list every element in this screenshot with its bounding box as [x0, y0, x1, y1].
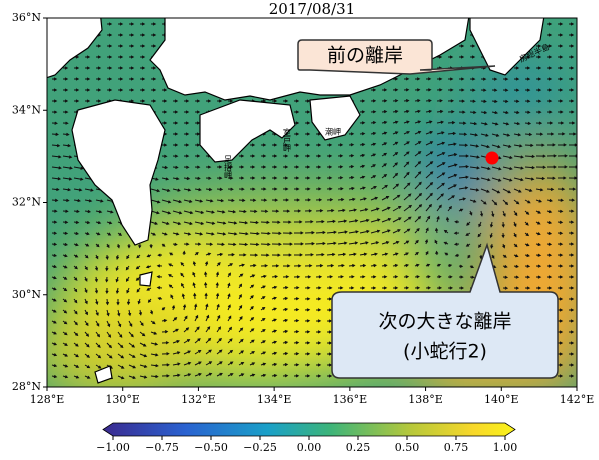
colorbar-tick-label: −1.00 [96, 441, 130, 454]
place-label: 足摺岬 [224, 155, 233, 180]
colorbar-tick-label: 0.50 [395, 441, 420, 454]
y-tick-label: 28°N [12, 380, 41, 393]
title: 2017/08/31 [269, 0, 355, 18]
y-tick-label: 34°N [12, 103, 41, 116]
y-tick-label: 32°N [12, 196, 41, 209]
callout-text: 次の大きな離岸 [378, 311, 511, 333]
colorbar-tick-label: 1.00 [493, 441, 518, 454]
colorbar-tick-label: 0.00 [297, 441, 322, 454]
colorbar-tick-label: −0.50 [194, 441, 228, 454]
x-tick-label: 136°E [333, 393, 368, 406]
place-label: 潮岬 [325, 127, 341, 137]
colorbar-tick-label: 0.75 [444, 441, 469, 454]
colorbar [102, 422, 516, 437]
x-tick-label: 138°E [408, 393, 443, 406]
callout-box [297, 39, 496, 75]
colorbar-tick-label: −0.25 [243, 441, 277, 454]
y-tick-label: 30°N [12, 288, 41, 301]
x-tick-label: 134°E [257, 393, 292, 406]
x-tick-label: 128°E [30, 393, 65, 406]
callout-text: 前の離岸 [327, 45, 403, 67]
x-tick-label: 140°E [484, 393, 519, 406]
marker [485, 151, 499, 165]
colorbar-tick-label: −0.75 [145, 441, 179, 454]
x-tick-label: 130°E [105, 393, 140, 406]
place-label: 室戸岬 [283, 127, 292, 153]
y-tick-label: 36°N [12, 11, 41, 24]
colorbar-tick-label: 0.25 [346, 441, 371, 454]
callout-text: (小蛇行2) [403, 341, 487, 363]
x-tick-label: 132°E [181, 393, 216, 406]
callout-box [331, 242, 559, 379]
x-tick-label: 142°E [560, 393, 595, 406]
